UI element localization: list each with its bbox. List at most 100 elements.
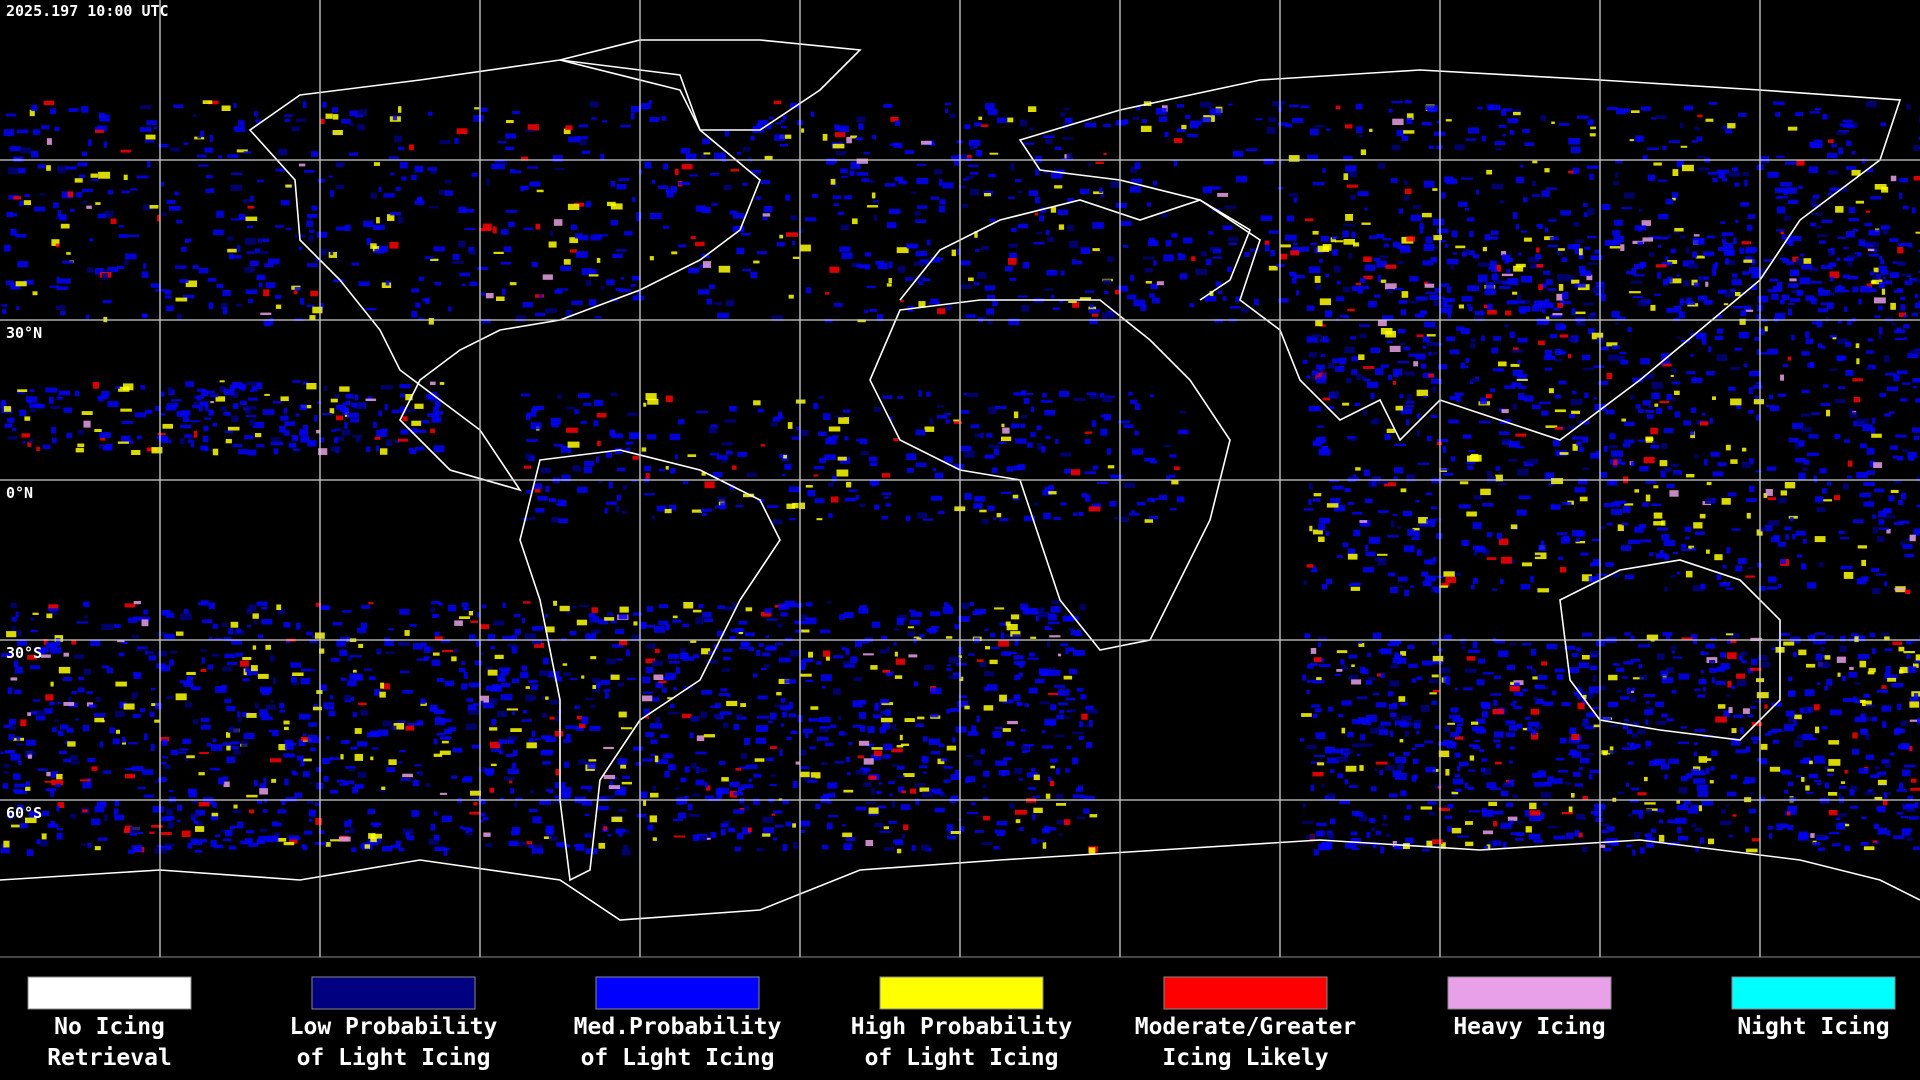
icing-pixel: [506, 708, 519, 711]
icing-pixel: [645, 667, 654, 674]
icing-pixel: [1015, 819, 1021, 824]
icing-pixel: [532, 695, 536, 701]
icing-pixel: [667, 764, 676, 771]
icing-pixel: [1019, 827, 1024, 831]
icing-pixel: [1738, 332, 1749, 339]
icing-pixel: [1456, 395, 1461, 402]
icing-pixel: [591, 117, 597, 120]
icing-pixel: [7, 687, 13, 694]
icing-pixel: [1648, 405, 1655, 409]
icing-pixel: [1759, 352, 1768, 355]
icing-pixel: [930, 687, 942, 695]
icing-pixel: [1907, 353, 1919, 358]
icing-pixel: [433, 406, 439, 413]
icing-pixel: [381, 786, 386, 790]
icing-pixel: [248, 842, 259, 847]
icing-pixel: [620, 727, 633, 730]
icing-pixel: [590, 101, 599, 108]
icing-pixel: [1208, 231, 1214, 235]
icing-pixel: [1600, 472, 1607, 478]
icing-pixel: [1481, 135, 1486, 142]
icing-pixel: [869, 462, 878, 467]
icing-pixel: [1055, 768, 1060, 775]
icing-pixel: [558, 518, 568, 524]
icing-pixel: [1487, 309, 1497, 315]
icing-pixel: [1709, 417, 1713, 424]
icing-pixel: [1662, 145, 1667, 150]
icing-pixel: [223, 389, 235, 395]
icing-pixel: [1837, 792, 1842, 797]
icing-pixel: [124, 825, 133, 832]
icing-pixel: [8, 719, 16, 725]
icing-pixel: [456, 128, 468, 135]
icing-pixel: [1834, 286, 1845, 293]
icing-pixel: [620, 764, 627, 769]
icing-pixel: [1893, 374, 1900, 382]
icing-pixel: [664, 508, 672, 514]
icing-pixel: [627, 412, 638, 417]
icing-pixel: [1889, 752, 1895, 756]
icing-pixel: [493, 620, 505, 626]
icing-pixel: [1661, 261, 1673, 266]
icing-pixel: [1855, 200, 1864, 204]
icing-pixel: [1479, 420, 1491, 424]
icing-pixel: [1483, 845, 1489, 850]
icing-pixel: [121, 641, 129, 645]
icing-pixel: [643, 493, 656, 496]
icing-pixel: [1801, 351, 1810, 356]
icing-pixel: [756, 196, 761, 201]
icing-pixel: [1368, 479, 1373, 487]
icing-pixel: [1590, 562, 1602, 567]
icing-pixel: [615, 287, 624, 292]
icing-pixel: [743, 493, 755, 498]
icing-pixel: [1683, 420, 1691, 426]
icing-pixel: [1706, 758, 1712, 761]
icing-pixel: [1440, 307, 1452, 314]
icing-pixel: [1009, 277, 1017, 281]
icing-pixel: [6, 212, 13, 217]
icing-pixel: [1663, 428, 1674, 433]
icing-pixel: [1878, 327, 1883, 335]
icing-pixel: [1836, 131, 1847, 135]
icing-pixel: [268, 835, 279, 843]
icing-pixel: [1684, 526, 1692, 532]
icing-pixel: [1913, 528, 1920, 536]
icing-pixel: [993, 448, 1000, 455]
icing-pixel: [43, 639, 48, 645]
icing-pixel: [1654, 403, 1659, 407]
icing-pixel: [1872, 417, 1876, 424]
icing-pixel: [610, 674, 620, 680]
icing-pixel: [724, 130, 729, 137]
icing-pixel: [823, 650, 831, 657]
icing-pixel: [1690, 804, 1700, 808]
icing-pixel: [1148, 515, 1158, 520]
icing-pixel: [526, 841, 532, 845]
icing-pixel: [1570, 146, 1581, 154]
icing-pixel: [985, 454, 993, 458]
icing-pixel: [1326, 578, 1333, 585]
icing-pixel: [298, 247, 303, 251]
icing-pixel: [742, 827, 751, 834]
icing-pixel: [994, 829, 1006, 834]
icing-pixel: [1776, 155, 1785, 158]
icing-pixel: [1544, 472, 1554, 479]
icing-pixel: [273, 677, 277, 685]
icing-pixel: [998, 640, 1009, 647]
icing-pixel: [334, 394, 340, 399]
icing-pixel: [60, 724, 69, 730]
icing-pixel: [438, 602, 443, 606]
icing-pixel: [1629, 139, 1635, 142]
icing-pixel: [952, 737, 956, 743]
icing-pixel: [511, 646, 518, 654]
icing-pixel: [258, 282, 263, 288]
icing-pixel: [63, 407, 72, 413]
icing-pixel: [1503, 385, 1516, 389]
icing-pixel: [363, 668, 372, 671]
icing-pixel: [149, 831, 155, 834]
icing-pixel: [1681, 300, 1693, 303]
icing-pixel: [505, 146, 515, 150]
icing-pixel: [1013, 655, 1024, 660]
icing-pixel: [765, 123, 772, 130]
icing-pixel: [1489, 388, 1496, 393]
icing-pixel: [11, 625, 16, 632]
